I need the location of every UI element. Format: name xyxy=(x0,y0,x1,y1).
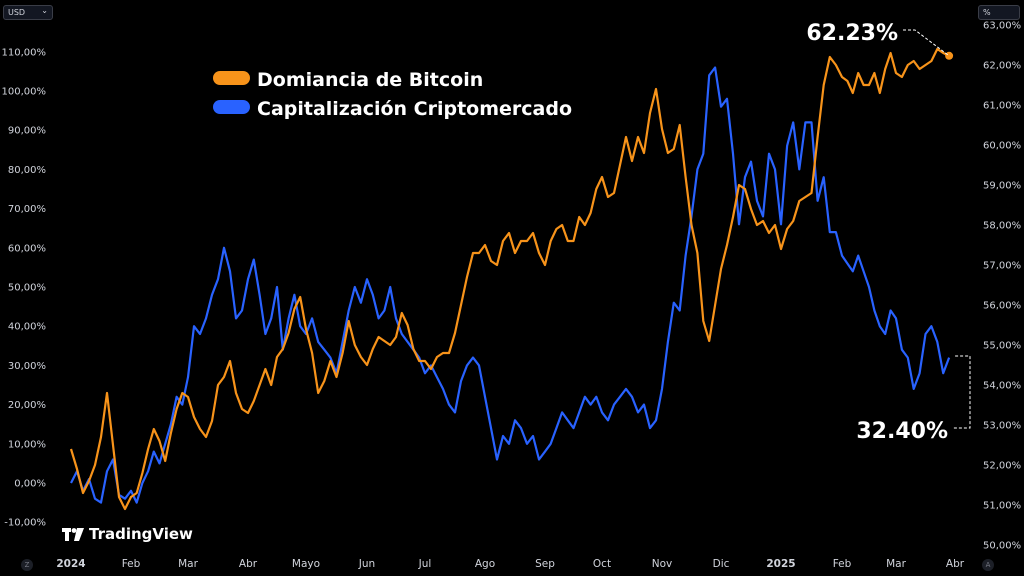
right-tick-label: 60,00% xyxy=(983,141,1021,152)
time-tick-label: Mar xyxy=(886,558,906,570)
tradingview-watermark: TradingView xyxy=(62,525,193,543)
auto-scale-button[interactable]: A xyxy=(982,559,994,571)
right-tick-label: 58,00% xyxy=(983,221,1021,232)
time-tick-label: Feb xyxy=(122,558,141,570)
legend-label-market-cap: Capitalización Criptomercado xyxy=(257,98,572,120)
legend-item-bitcoin-dominance: Domiancia de Bitcoin xyxy=(213,69,483,91)
time-tick-label: Sep xyxy=(535,558,555,570)
legend-item-market-cap: Capitalización Criptomercado xyxy=(213,98,572,120)
right-tick-label: 62,00% xyxy=(983,61,1021,72)
currency-selector-label: USD xyxy=(8,8,26,17)
left-tick-label: 90,00% xyxy=(8,126,46,137)
series-line-bitcoin-dominance xyxy=(69,47,950,511)
time-axis: 2024 Feb Mar Abr Mayo Jun Jul Ago Sep Oct Nov Dic 20… xyxy=(56,558,964,570)
time-tick-label: Abr xyxy=(946,558,965,570)
left-tick-label: 50,00% xyxy=(8,283,46,294)
left-axis: -10,00% 0,00% 10,00% 20,00% 30,00% 40,00% 50,0… xyxy=(2,47,47,528)
legend-swatch-bitcoin-dominance xyxy=(213,71,250,85)
right-tick-label: 61,00% xyxy=(983,101,1021,112)
percent-scale-button[interactable]: % xyxy=(978,5,1020,20)
legend-swatch-market-cap xyxy=(213,100,250,114)
tradingview-wordmark: TradingView xyxy=(89,525,193,543)
time-tick-label: 2025 xyxy=(766,558,795,570)
right-tick-label: 59,00% xyxy=(983,181,1021,192)
right-tick-label: 54,00% xyxy=(983,381,1021,392)
currency-selector[interactable]: USD ⌄ xyxy=(3,5,53,20)
right-tick-label: 52,00% xyxy=(983,461,1021,472)
left-tick-label: -10,00% xyxy=(4,518,46,529)
left-tick-label: 80,00% xyxy=(8,165,46,176)
time-tick-label: Feb xyxy=(833,558,852,570)
time-tick-label: Oct xyxy=(593,558,611,570)
time-tick-label: Mayo xyxy=(292,558,320,570)
left-tick-label: 110,00% xyxy=(2,47,47,58)
left-tick-label: 100,00% xyxy=(2,87,47,98)
right-tick-label: 56,00% xyxy=(983,301,1021,312)
right-axis: 50,00% 51,00% 52,00% 53,00% 54,00% 55,00% 56,0… xyxy=(983,21,1021,552)
left-tick-label: 60,00% xyxy=(8,243,46,254)
left-tick-label: 40,00% xyxy=(8,322,46,333)
time-tick-label: Mar xyxy=(178,558,198,570)
time-tick-label: Ago xyxy=(475,558,495,570)
callout-leader-market-cap xyxy=(952,355,971,429)
right-tick-label: 57,00% xyxy=(983,261,1021,272)
time-tick-label: Dic xyxy=(713,558,730,570)
right-tick-label: 51,00% xyxy=(983,501,1021,512)
endpoint-marker-bitcoin-dominance xyxy=(945,51,954,60)
left-tick-label: 70,00% xyxy=(8,204,46,215)
callout-market-cap: 32.40% xyxy=(856,419,948,444)
right-tick-label: 63,00% xyxy=(983,21,1021,32)
chevron-down-icon: ⌄ xyxy=(41,6,48,15)
time-tick-label: Jun xyxy=(358,558,375,570)
right-tick-label: 53,00% xyxy=(983,421,1021,432)
time-tick-label: Abr xyxy=(239,558,258,570)
time-tick-label: 2024 xyxy=(56,558,85,570)
left-tick-label: 10,00% xyxy=(8,439,46,450)
callout-leader-bitcoin-dominance xyxy=(903,29,950,57)
left-tick-label: 20,00% xyxy=(8,400,46,411)
left-tick-label: 30,00% xyxy=(8,361,46,372)
time-tick-label: Nov xyxy=(652,558,673,570)
left-tick-label: 0,00% xyxy=(14,479,46,490)
zoom-reset-button[interactable]: Z xyxy=(21,559,33,571)
legend-label-bitcoin-dominance: Domiancia de Bitcoin xyxy=(257,69,483,91)
percent-scale-label: % xyxy=(983,8,991,17)
series-lines xyxy=(69,47,951,511)
callouts: 62.23% 32.40% xyxy=(806,21,971,444)
legend: Domiancia de Bitcoin Capitalización Crip… xyxy=(213,69,572,120)
callout-bitcoin-dominance: 62.23% xyxy=(806,21,898,46)
zoom-reset-label: Z xyxy=(24,561,30,569)
right-tick-label: 50,00% xyxy=(983,541,1021,552)
series-line-market-cap xyxy=(70,66,951,504)
time-tick-label: Jul xyxy=(418,558,432,570)
tradingview-logo-icon xyxy=(62,527,84,541)
auto-scale-label: A xyxy=(985,561,991,569)
right-tick-label: 55,00% xyxy=(983,341,1021,352)
